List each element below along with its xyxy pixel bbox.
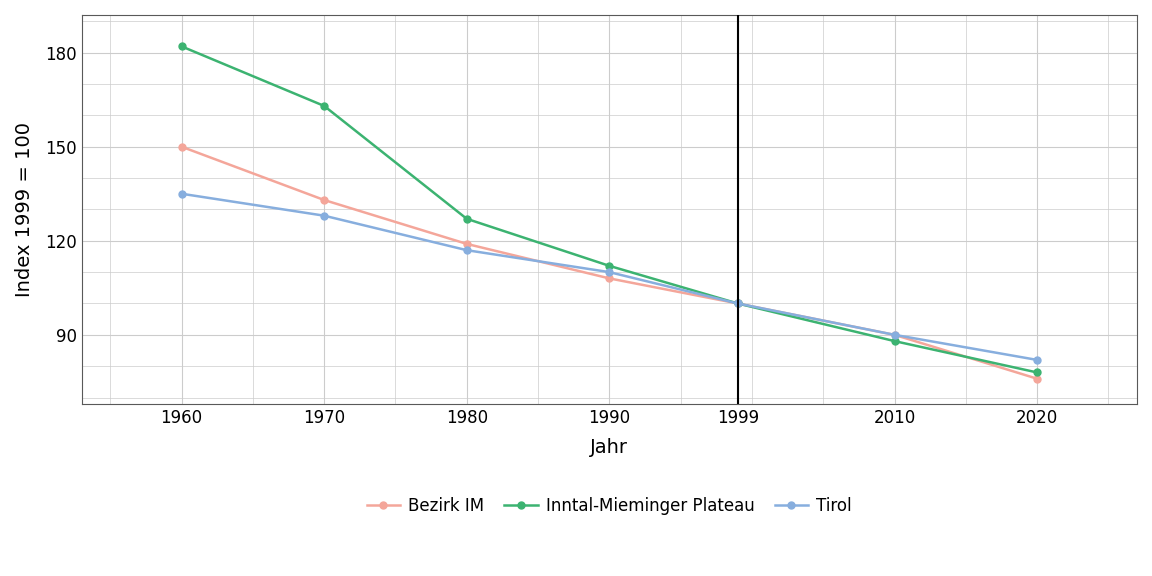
Bezirk IM (888, 331, 902, 338)
Tirol (1030, 357, 1044, 363)
Tirol (602, 268, 616, 275)
Bezirk IM (175, 143, 189, 150)
Line: Bezirk IM: Bezirk IM (179, 143, 1040, 382)
Inntal-Mieminger Plateau (602, 263, 616, 270)
Inntal-Mieminger Plateau (730, 300, 744, 307)
Tirol (888, 331, 902, 338)
Tirol (175, 190, 189, 197)
Tirol (730, 300, 744, 307)
Inntal-Mieminger Plateau (317, 103, 331, 109)
Line: Tirol: Tirol (179, 190, 1040, 363)
Bezirk IM (317, 196, 331, 203)
Bezirk IM (460, 240, 473, 247)
Inntal-Mieminger Plateau (888, 338, 902, 344)
Inntal-Mieminger Plateau (1030, 369, 1044, 376)
Tirol (317, 212, 331, 219)
Tirol (460, 247, 473, 253)
Line: Inntal-Mieminger Plateau: Inntal-Mieminger Plateau (179, 43, 1040, 376)
Bezirk IM (1030, 376, 1044, 382)
Legend: Bezirk IM, Inntal-Mieminger Plateau, Tirol: Bezirk IM, Inntal-Mieminger Plateau, Tir… (359, 490, 858, 521)
Inntal-Mieminger Plateau (460, 215, 473, 222)
Y-axis label: Index 1999 = 100: Index 1999 = 100 (15, 122, 35, 297)
Bezirk IM (602, 275, 616, 282)
X-axis label: Jahr: Jahr (590, 438, 628, 457)
Bezirk IM (730, 300, 744, 307)
Inntal-Mieminger Plateau (175, 43, 189, 50)
